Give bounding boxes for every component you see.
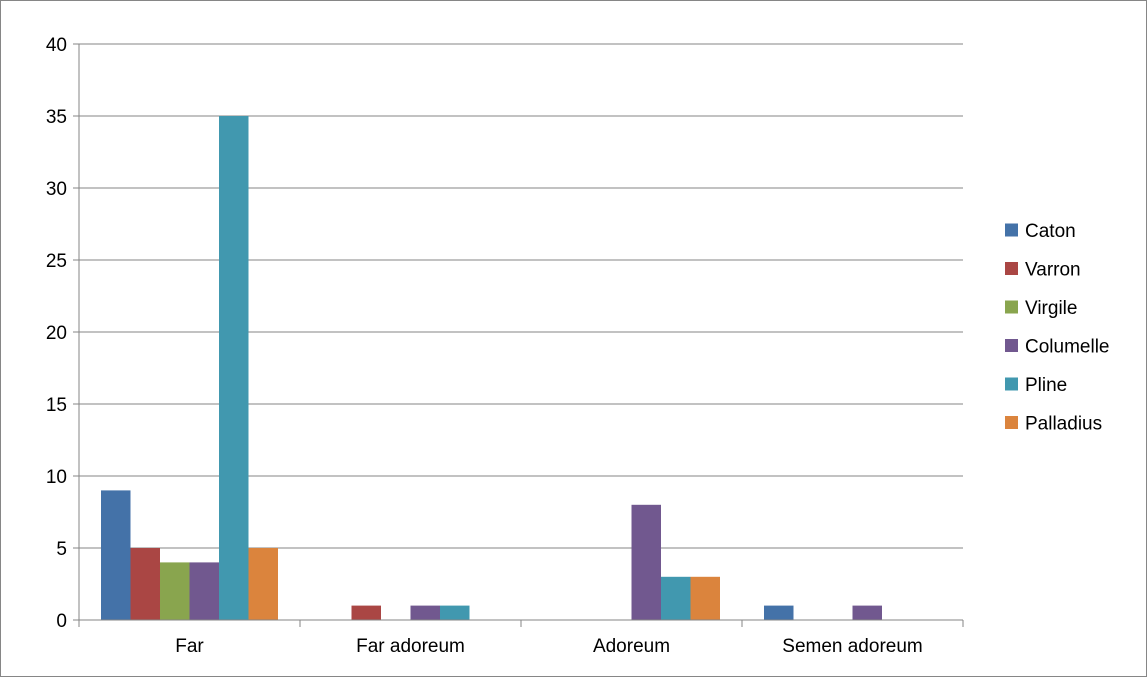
legend-item-virgile: Virgile [1005, 298, 1077, 319]
legend-item-caton: Caton [1005, 221, 1076, 242]
legend-swatch [1005, 223, 1018, 237]
legend-swatch [1005, 300, 1018, 314]
bar-caton-semen-adoreum [764, 605, 794, 620]
legend-label: Varron [1025, 260, 1081, 281]
bar-columelle-far [189, 562, 219, 620]
y-tick-labels: 0 5 10 15 20 25 30 35 40 [46, 35, 67, 632]
legend-item-palladius: Palladius [1005, 414, 1102, 435]
bar-palladius-far [248, 548, 278, 620]
legend-swatch [1005, 339, 1018, 352]
x-tick-label: Far adoreum [356, 636, 465, 657]
legend-label: Pline [1025, 375, 1067, 396]
legend-swatch [1005, 377, 1018, 391]
legend-swatch [1005, 262, 1018, 275]
axes [73, 43, 964, 627]
y-tick-label: 10 [46, 467, 67, 488]
bars [101, 116, 882, 620]
x-tick-labels: Far Far adoreum Adoreum Semen adoreum [175, 636, 922, 657]
x-tick-label: Adoreum [593, 636, 670, 657]
y-tick-label: 30 [46, 179, 67, 200]
bar-varron-far [130, 548, 160, 620]
y-tick-label: 15 [46, 395, 67, 416]
legend-label: Virgile [1025, 298, 1077, 319]
legend-item-pline: Pline [1005, 375, 1067, 396]
legend-label: Caton [1025, 221, 1076, 242]
y-tick-label: 40 [46, 35, 67, 56]
bar-columelle-far-adoreum [410, 605, 440, 620]
y-tick-label: 20 [46, 323, 67, 344]
legend-label: Columelle [1025, 337, 1109, 358]
bar-caton-far [101, 490, 131, 620]
x-tick-label: Far [175, 636, 204, 657]
bar-virgile-far [160, 562, 190, 620]
bar-pline-far [219, 116, 249, 620]
bar-palladius-adoreum [690, 576, 720, 620]
y-tick-label: 0 [56, 611, 67, 632]
bar-pline-adoreum [661, 576, 691, 620]
legend-item-columelle: Columelle [1005, 337, 1109, 358]
y-tick-label: 5 [56, 539, 67, 560]
y-tick-label: 25 [46, 251, 67, 272]
bar-pline-far-adoreum [440, 605, 470, 620]
bar-columelle-adoreum [631, 504, 661, 620]
y-tick-label: 35 [46, 107, 67, 128]
x-tick-label: Semen adoreum [782, 636, 922, 657]
bar-columelle-semen-adoreum [852, 605, 882, 620]
bar-varron-far-adoreum [351, 605, 381, 620]
legend: Caton Varron Virgile Columelle Pline Palladiu… [1005, 221, 1109, 435]
legend-item-varron: Varron [1005, 260, 1081, 281]
legend-label: Palladius [1025, 414, 1102, 435]
legend-swatch [1005, 416, 1018, 429]
